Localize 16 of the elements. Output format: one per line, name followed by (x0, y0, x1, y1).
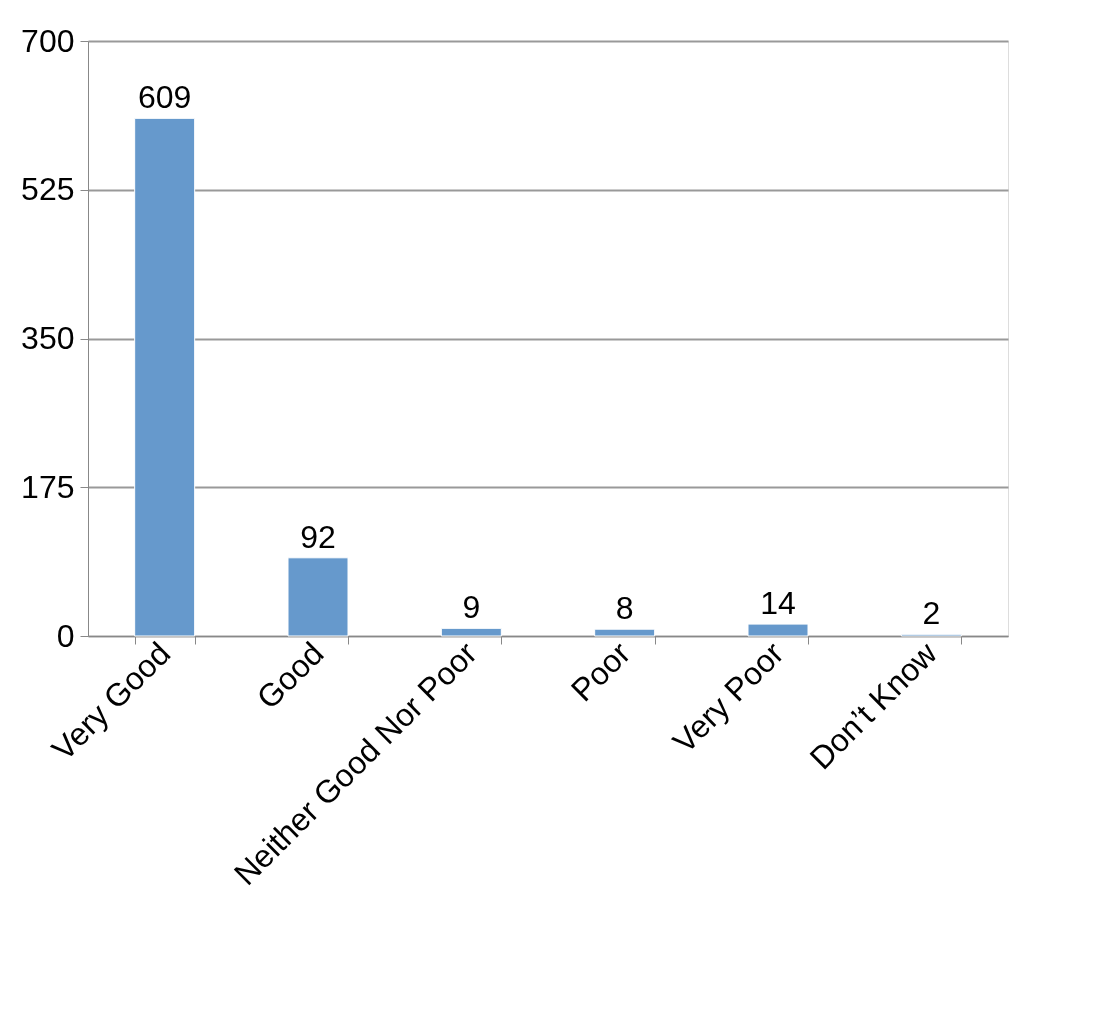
data-label: 2 (922, 595, 941, 632)
bar (440, 627, 502, 637)
data-label: 14 (760, 585, 796, 622)
data-label: 92 (300, 518, 336, 555)
data-label: 9 (462, 589, 481, 626)
data-label: 8 (615, 590, 634, 627)
bar (287, 557, 349, 637)
bar (594, 628, 656, 637)
y-tick-label: 525 (21, 171, 75, 208)
y-tick-label: 350 (21, 320, 75, 356)
y-tick-label: 700 (21, 22, 75, 59)
y-tick-label: 175 (21, 468, 75, 505)
data-label: 609 (137, 79, 192, 116)
bar (747, 623, 809, 637)
bar (134, 117, 196, 637)
y-tick-label: 0 (56, 617, 75, 654)
